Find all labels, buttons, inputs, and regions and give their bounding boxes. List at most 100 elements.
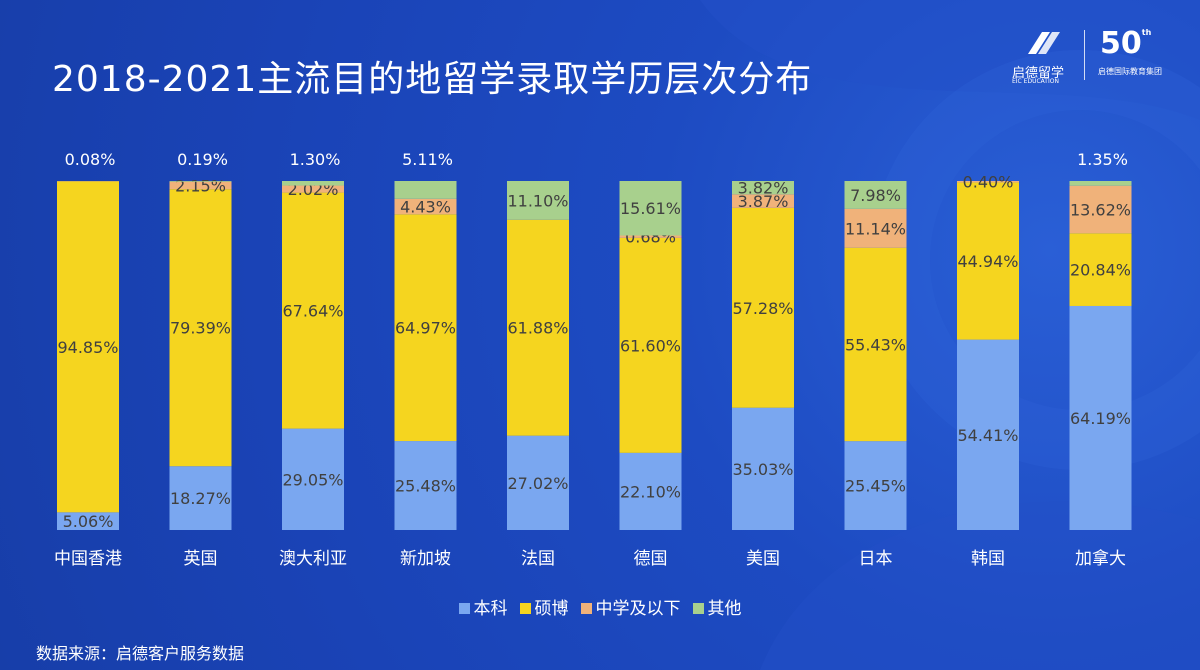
legend-swatch — [580, 603, 592, 614]
bar-segment-中学及以下-德国 — [619, 235, 682, 238]
data-label: 27.02% — [507, 474, 568, 493]
data-label: 25.48% — [395, 477, 456, 496]
data-label: 55.43% — [845, 335, 906, 354]
bar-segment-其他-加拿大 — [1069, 181, 1132, 186]
legend-item: 中学及以下 — [580, 594, 681, 619]
anniversary-subtitle: 启德国际教育集团 — [1098, 67, 1162, 76]
data-label: 94.85% — [57, 338, 118, 357]
data-label: 22.10% — [620, 482, 681, 501]
x-tick-label: 英国 — [184, 549, 218, 569]
bar-segment-其他-新加坡 — [394, 181, 457, 199]
bar-segment-硕博-英国 — [169, 189, 232, 467]
bar-segment-中学及以下-日本 — [844, 208, 907, 248]
data-label: 67.64% — [282, 302, 343, 321]
bar-segment-硕博-韩国 — [957, 182, 1019, 340]
page-title: 2018-2021主流目的地留学录取学历层次分布 — [52, 59, 813, 100]
bar-segment-中学及以下-美国 — [732, 194, 794, 208]
anniversary-suffix: th — [1141, 28, 1152, 37]
bar-segment-本科-日本 — [844, 441, 907, 530]
bar-segment-中学及以下-澳大利亚 — [282, 185, 344, 193]
bar-segment-硕博-德国 — [619, 237, 682, 453]
bar-segment-其他-日本 — [844, 181, 907, 209]
brand-mark-icon — [1028, 32, 1060, 54]
top-data-label: 1.30% — [290, 150, 341, 169]
bar-segment-中学及以下-韩国 — [957, 181, 1019, 183]
data-label: 3.87% — [738, 192, 789, 211]
bar-segment-硕博-澳大利亚 — [282, 192, 344, 429]
legend-swatch — [519, 603, 531, 614]
data-label: 13.62% — [1070, 200, 1131, 219]
bar-segment-其他-美国 — [732, 181, 794, 195]
bar-segment-硕博-日本 — [844, 247, 907, 442]
data-label: 79.39% — [170, 319, 231, 338]
data-label: 29.05% — [282, 470, 343, 489]
data-label: 64.19% — [1070, 409, 1131, 428]
x-tick-label: 中国香港 — [54, 549, 122, 569]
data-label: 20.84% — [1070, 261, 1131, 280]
x-tick-label: 新加坡 — [400, 549, 451, 569]
data-label: 11.14% — [845, 219, 906, 238]
data-label: 5.06% — [63, 512, 114, 531]
data-label: 25.45% — [845, 477, 906, 496]
data-label: 2.15% — [175, 176, 226, 195]
x-tick-label: 德国 — [634, 549, 668, 569]
bar-segment-其他-英国 — [169, 181, 232, 182]
data-label: 54.41% — [957, 426, 1018, 445]
data-label: 0.40% — [963, 173, 1014, 192]
x-tick-label: 澳大利亚 — [279, 549, 347, 569]
data-label: 35.03% — [732, 460, 793, 479]
bar-segment-本科-英国 — [169, 466, 232, 530]
chart-legend: 本科 硕博 中学及以下 其他 — [0, 594, 1200, 619]
bar-segment-硕博-美国 — [732, 207, 794, 408]
bar-segment-本科-新加坡 — [394, 441, 457, 530]
data-source-note: 数据来源：启德客户服务数据 — [36, 644, 245, 663]
bar-segment-本科-法国 — [507, 435, 569, 530]
data-label: 4.43% — [400, 198, 451, 217]
anniversary-number: 50 — [1100, 26, 1142, 61]
data-label: 44.94% — [957, 252, 1018, 271]
legend-label: 硕博 — [534, 599, 569, 619]
brand-en: EIC EDUCATION — [1012, 78, 1059, 85]
top-data-label: 5.11% — [402, 150, 453, 169]
data-label: 61.88% — [507, 319, 568, 338]
brand-logo: 启德留学 EIC EDUCATION 50th 启德国际教育集团 — [1012, 26, 1182, 85]
legend-label: 本科 — [473, 599, 508, 619]
legend-item: 本科 — [458, 594, 508, 619]
bar-segment-本科-澳大利亚 — [282, 428, 344, 530]
data-label: 57.28% — [732, 299, 793, 318]
bar-segment-其他-德国 — [619, 181, 682, 236]
top-data-label: 1.35% — [1077, 150, 1128, 169]
data-label: 11.10% — [507, 191, 568, 210]
bar-segment-本科-加拿大 — [1069, 305, 1132, 530]
bar-segment-本科-中国香港 — [57, 512, 119, 530]
data-label: 15.61% — [620, 199, 681, 218]
bar-segment-其他-法国 — [507, 181, 569, 220]
legend-swatch — [692, 603, 704, 614]
x-tick-label: 美国 — [746, 549, 780, 569]
data-label: 61.60% — [620, 336, 681, 355]
data-label: 3.82% — [738, 179, 789, 198]
bar-segment-硕博-法国 — [507, 219, 569, 436]
bar-segment-中学及以下-新加坡 — [394, 198, 457, 215]
legend-label: 其他 — [707, 599, 742, 619]
x-tick-label: 韩国 — [971, 549, 1005, 569]
x-tick-label: 法国 — [521, 549, 555, 569]
bar-segment-硕博-中国香港 — [57, 181, 119, 513]
top-data-label: 0.19% — [177, 150, 228, 169]
x-tick-label: 加拿大 — [1075, 548, 1126, 569]
bar-segment-硕博-加拿大 — [1069, 233, 1132, 306]
legend-swatch — [458, 603, 470, 614]
data-label: 64.97% — [395, 319, 456, 338]
bar-segment-本科-韩国 — [957, 339, 1019, 530]
bar-segment-其他-澳大利亚 — [282, 181, 344, 186]
anniversary-mark: 50th — [1100, 26, 1151, 61]
brand-name: 启德留学 — [1012, 66, 1065, 81]
bar-segment-硕博-新加坡 — [394, 214, 457, 442]
data-label: 18.27% — [170, 489, 231, 508]
legend-item: 硕博 — [519, 594, 569, 619]
legend-item: 其他 — [692, 594, 742, 619]
legend-label: 中学及以下 — [595, 599, 681, 619]
bar-segment-中学及以下-英国 — [169, 181, 232, 190]
bar-segment-本科-德国 — [619, 452, 682, 530]
